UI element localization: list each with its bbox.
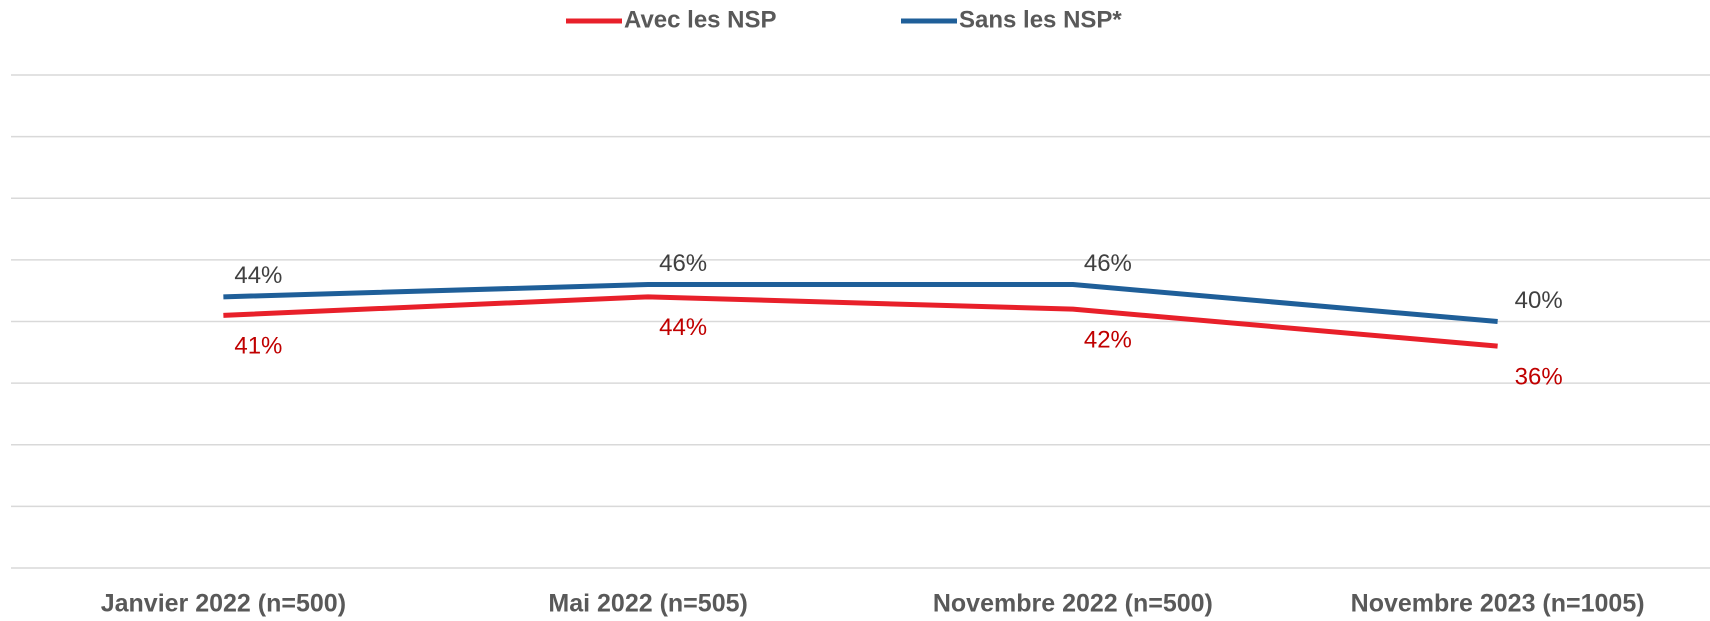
data-label: 36%: [1515, 363, 1563, 390]
line-series: [223, 294, 1498, 349]
data-label: 46%: [659, 250, 707, 277]
data-label: 44%: [234, 262, 282, 289]
x-tick-label: Novembre 2023 (n=1005): [1351, 590, 1645, 618]
data-label: 46%: [1084, 250, 1132, 277]
line-series: [223, 282, 1498, 324]
data-label: 40%: [1515, 287, 1563, 314]
x-tick-label: Mai 2022 (n=505): [548, 590, 747, 618]
x-tick-label: Janvier 2022 (n=500): [101, 590, 346, 618]
x-tick-label: Novembre 2022 (n=500): [933, 590, 1213, 618]
data-label: 44%: [659, 314, 707, 341]
data-label: 41%: [234, 333, 282, 360]
legend-label: Sans les NSP*: [959, 6, 1122, 33]
data-label: 42%: [1084, 327, 1132, 354]
legend-label: Avec les NSP: [624, 6, 777, 33]
